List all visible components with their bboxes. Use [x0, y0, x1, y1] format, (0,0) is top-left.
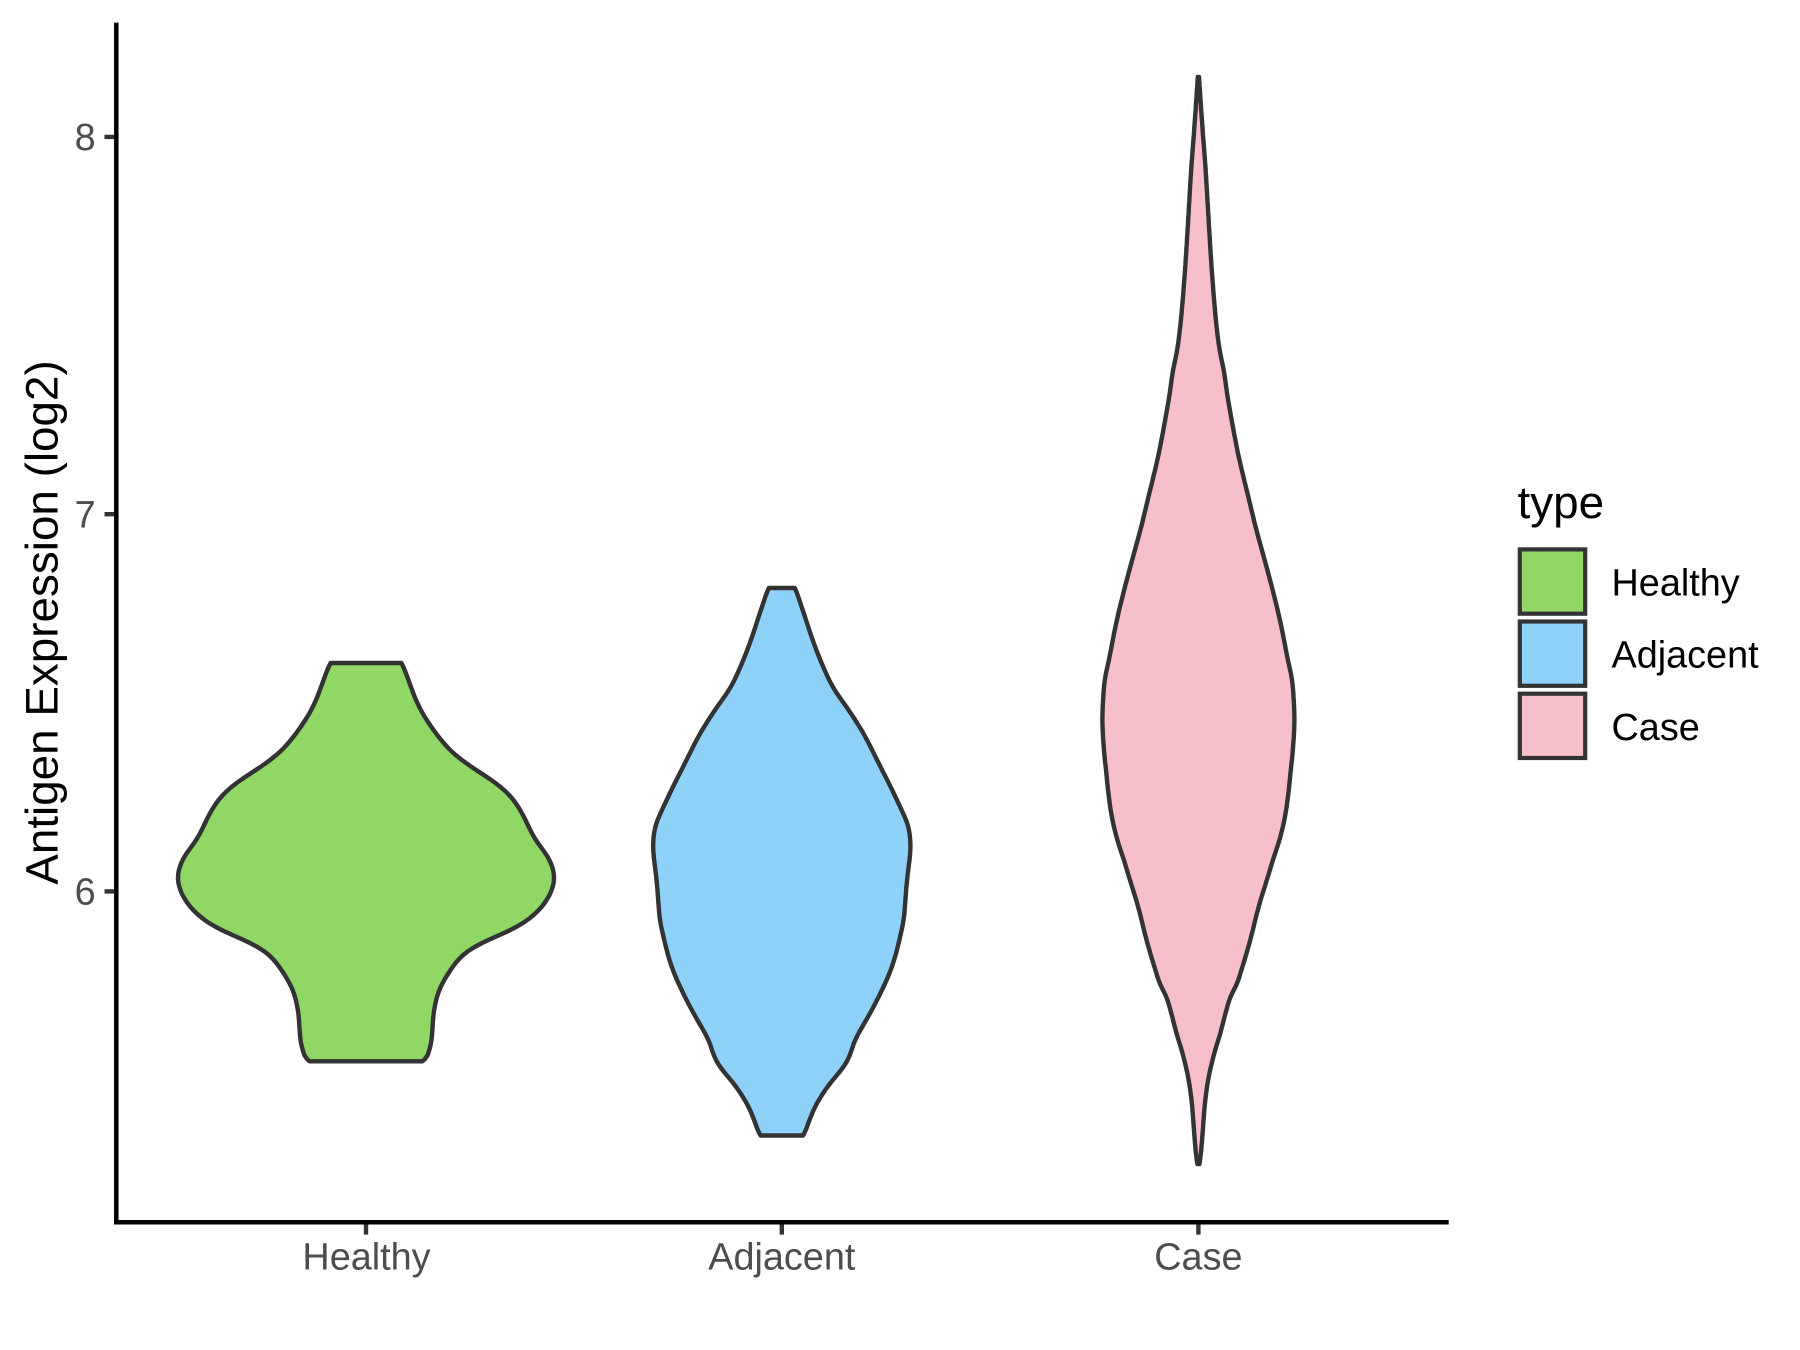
svg-text:Adjacent: Adjacent: [708, 1237, 856, 1279]
svg-text:type: type: [1518, 477, 1605, 528]
svg-text:Case: Case: [1154, 1237, 1242, 1279]
svg-text:7: 7: [75, 494, 96, 536]
svg-text:6: 6: [75, 872, 96, 914]
svg-text:8: 8: [75, 117, 96, 159]
svg-text:Antigen Expression (log2): Antigen Expression (log2): [17, 360, 68, 884]
svg-text:Healthy: Healthy: [302, 1237, 430, 1279]
svg-text:Adjacent: Adjacent: [1612, 635, 1760, 677]
svg-text:Case: Case: [1612, 707, 1700, 749]
svg-text:Healthy: Healthy: [1612, 562, 1740, 604]
